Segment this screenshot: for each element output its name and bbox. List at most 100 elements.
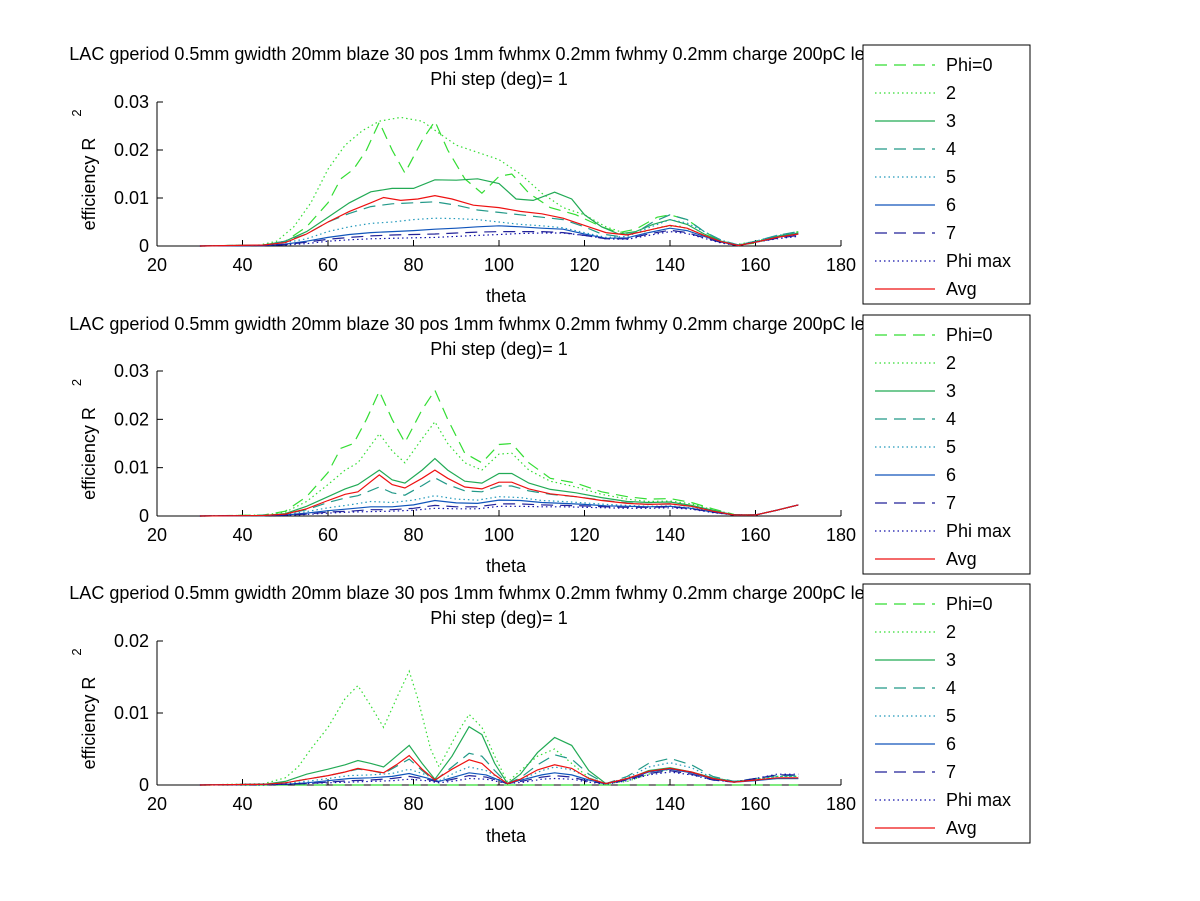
series-line-7	[199, 503, 799, 517]
series-line-7	[199, 229, 799, 247]
legend-label: Phi max	[946, 521, 1011, 541]
x-tick-label: 80	[403, 255, 423, 275]
y-axis-label-superscript: 2	[69, 648, 84, 655]
legend-label: Phi max	[946, 251, 1011, 271]
x-tick-label: 60	[318, 794, 338, 814]
legend-label: Avg	[946, 818, 977, 838]
x-tick-label: 20	[147, 525, 167, 545]
x-tick-label: 140	[655, 255, 685, 275]
x-tick-label: 100	[484, 794, 514, 814]
series-line-7	[199, 769, 799, 786]
legend: Phi=0 2 3 4 5 6 7 Phi max Avg	[862, 44, 1031, 305]
chart-panel-2: LAC gperiod 0.5mm gwidth 20mm blaze 30 p…	[69, 314, 1031, 576]
legend-label: 4	[946, 678, 956, 698]
y-tick-label: 0.01	[114, 458, 149, 478]
series-line-3	[199, 457, 799, 517]
x-tick-label: 140	[655, 525, 685, 545]
series-line-2	[199, 420, 799, 517]
x-tick-label: 40	[232, 525, 252, 545]
legend-label: 3	[946, 650, 956, 670]
y-axis-label-superscript: 2	[69, 109, 84, 116]
chart-title: LAC gperiod 0.5mm gwidth 20mm blaze 30 p…	[69, 314, 948, 334]
chart-subtitle: Phi step (deg)= 1	[430, 608, 568, 628]
x-tick-label: 180	[826, 794, 856, 814]
y-tick-label: 0.01	[114, 188, 149, 208]
y-tick-label: 0.03	[114, 361, 149, 381]
series-line-4	[199, 477, 799, 517]
legend-box	[862, 44, 1031, 305]
series-line-6	[199, 225, 799, 247]
y-axis-label: efficiency R	[79, 677, 99, 770]
legend: Phi=0 2 3 4 5 6 7 Phi max Avg	[862, 314, 1031, 575]
x-tick-label: 160	[740, 794, 770, 814]
legend-label: Phi=0	[946, 325, 993, 345]
x-tick-label: 100	[484, 255, 514, 275]
series-line-3	[199, 178, 799, 247]
chart-subtitle: Phi step (deg)= 1	[430, 339, 568, 359]
legend-label: 6	[946, 195, 956, 215]
x-tick-label: 180	[826, 525, 856, 545]
series-line-4	[199, 752, 799, 786]
series-line-phi-0	[199, 389, 799, 517]
x-axis-label: theta	[486, 286, 527, 306]
x-tick-label: 20	[147, 255, 167, 275]
legend-label: 6	[946, 734, 956, 754]
chart-subtitle: Phi step (deg)= 1	[430, 69, 568, 89]
legend-label: 7	[946, 762, 956, 782]
chart-panel-3: LAC gperiod 0.5mm gwidth 20mm blaze 30 p…	[69, 583, 1031, 846]
legend-label: 2	[946, 353, 956, 373]
x-tick-label: 160	[740, 255, 770, 275]
y-tick-label: 0	[139, 775, 149, 795]
x-tick-label: 40	[232, 255, 252, 275]
legend-label: 3	[946, 381, 956, 401]
legend-label: 3	[946, 111, 956, 131]
series-line-2	[199, 669, 799, 786]
series-line-2	[199, 116, 799, 247]
series-line-phi-max	[199, 504, 799, 517]
chart-title: LAC gperiod 0.5mm gwidth 20mm blaze 30 p…	[69, 583, 948, 603]
x-tick-label: 100	[484, 525, 514, 545]
y-tick-label: 0	[139, 236, 149, 256]
x-tick-label: 40	[232, 794, 252, 814]
y-tick-label: 0.01	[114, 703, 149, 723]
series-line-avg	[199, 754, 799, 786]
series-line-6	[199, 768, 799, 786]
legend-label: 6	[946, 465, 956, 485]
legend-label: Phi max	[946, 790, 1011, 810]
series-line-avg	[199, 194, 799, 247]
x-axis-label: theta	[486, 556, 527, 576]
legend-label: 4	[946, 139, 956, 159]
legend-label: 2	[946, 622, 956, 642]
y-tick-label: 0.03	[114, 92, 149, 112]
legend-label: 5	[946, 437, 956, 457]
legend-label: 5	[946, 167, 956, 187]
x-tick-label: 160	[740, 525, 770, 545]
x-tick-label: 140	[655, 794, 685, 814]
y-tick-label: 0.02	[114, 409, 149, 429]
legend-label: 7	[946, 493, 956, 513]
legend-label: Avg	[946, 279, 977, 299]
x-tick-label: 60	[318, 525, 338, 545]
x-tick-label: 20	[147, 794, 167, 814]
y-tick-label: 0.02	[114, 140, 149, 160]
chart-panel-1: LAC gperiod 0.5mm gwidth 20mm blaze 30 p…	[69, 44, 1031, 306]
series-line-4	[199, 201, 799, 247]
legend: Phi=0 2 3 4 5 6 7 Phi max Avg	[862, 583, 1031, 844]
y-tick-label: 0	[139, 506, 149, 526]
series-line-5	[199, 217, 799, 247]
x-tick-label: 60	[318, 255, 338, 275]
legend-label: 7	[946, 223, 956, 243]
x-tick-label: 120	[569, 525, 599, 545]
legend-label: Avg	[946, 549, 977, 569]
x-tick-label: 120	[569, 255, 599, 275]
legend-label: 5	[946, 706, 956, 726]
legend-box	[862, 583, 1031, 844]
series-line-3	[199, 725, 799, 786]
chart-title: LAC gperiod 0.5mm gwidth 20mm blaze 30 p…	[69, 44, 948, 64]
x-tick-label: 80	[403, 525, 423, 545]
x-tick-label: 180	[826, 255, 856, 275]
x-tick-label: 120	[569, 794, 599, 814]
legend-label: 2	[946, 83, 956, 103]
legend-label: 4	[946, 409, 956, 429]
